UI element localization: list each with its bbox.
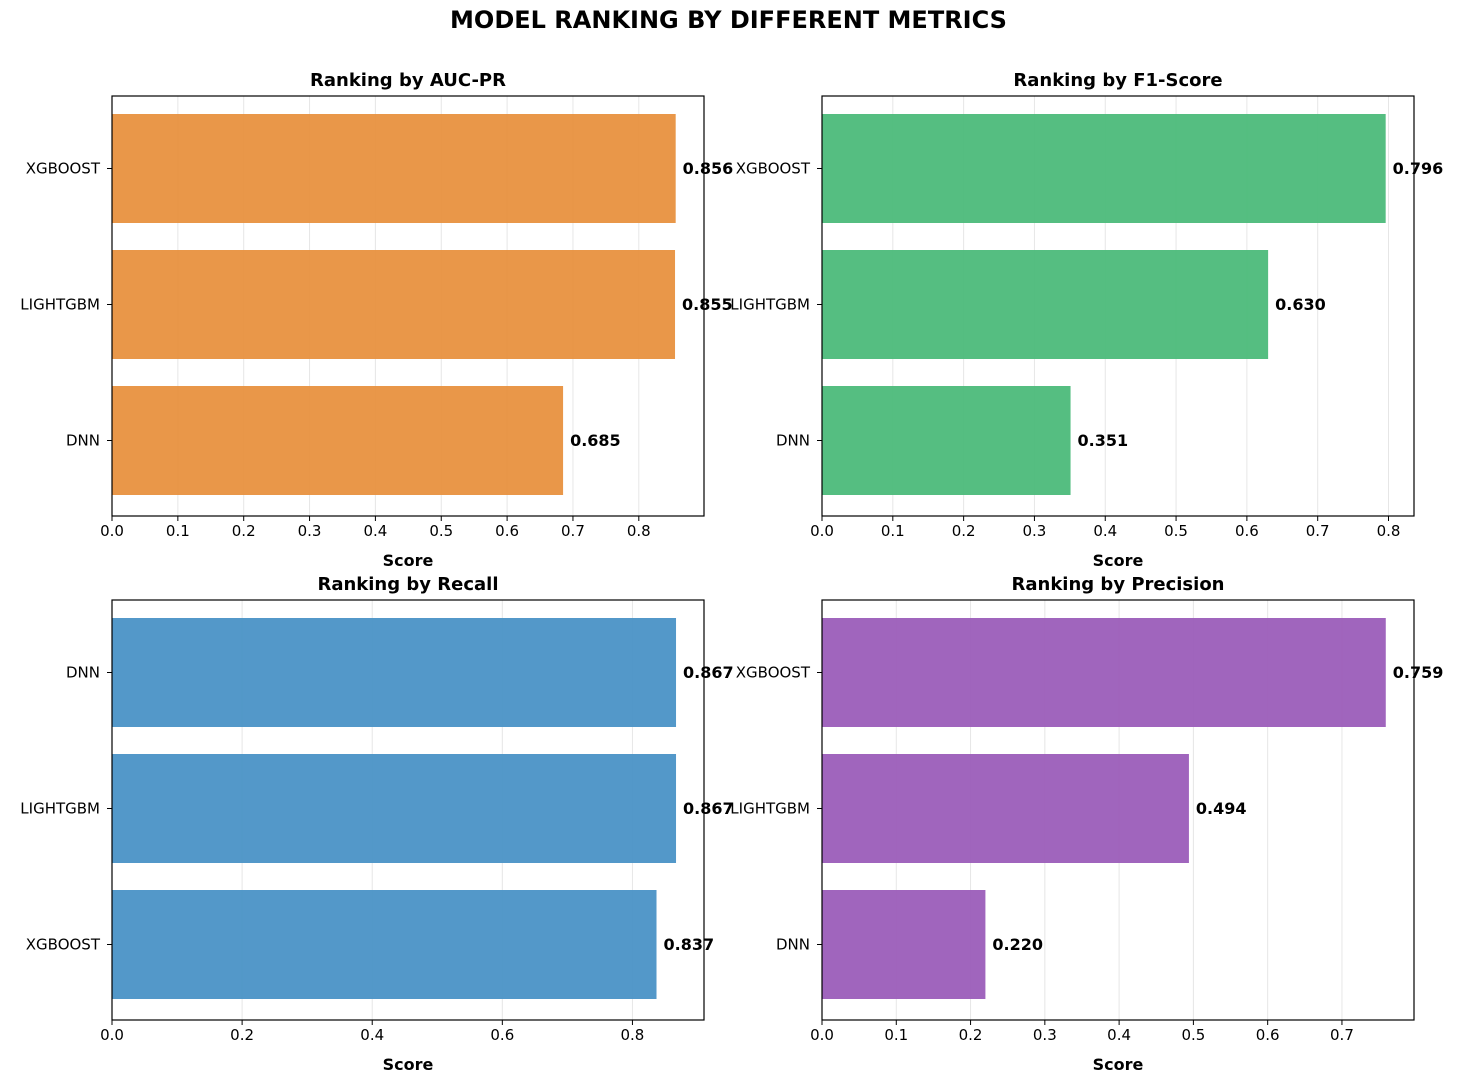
x-tick-label: 0.2 [952, 522, 976, 540]
x-tick-label: 0.8 [627, 522, 651, 540]
bar [112, 114, 676, 223]
x-tick-label: 0.3 [1023, 522, 1047, 540]
value-label: 0.796 [1393, 159, 1444, 178]
y-tick-label: XGBOOST [26, 160, 101, 178]
panel-title: Ranking by F1-Score [1013, 70, 1222, 91]
panel-title: Ranking by Recall [317, 574, 498, 595]
x-tick-label: 0.1 [166, 522, 190, 540]
x-tick-label: 0.5 [1181, 1026, 1205, 1044]
x-tick-label: 0.8 [621, 1026, 645, 1044]
x-tick-label: 0.0 [810, 522, 834, 540]
x-tick-label: 0.2 [959, 1026, 983, 1044]
chart-panel-1: 0.856 XGBOOST 0.855 LIGHTGBM 0.685 DNN 0.0 0.1 0… [20, 70, 733, 570]
value-label: 0.685 [570, 431, 621, 450]
bar [822, 618, 1386, 727]
bar [112, 618, 677, 727]
bar [822, 890, 986, 999]
x-axis-label: Score [383, 551, 434, 570]
x-tick-label: 0.5 [429, 522, 453, 540]
axes-frame [111, 599, 705, 1021]
value-label: 0.220 [992, 935, 1043, 954]
y-tick-label: LIGHTGBM [730, 800, 810, 818]
value-label: 0.630 [1275, 295, 1326, 314]
x-axis-label: Score [1093, 551, 1144, 570]
x-tick-label: 0.6 [1235, 522, 1259, 540]
axes-frame [821, 599, 1415, 1021]
x-tick-label: 0.3 [298, 522, 322, 540]
y-tick-label: XGBOOST [736, 160, 811, 178]
y-tick-label: LIGHTGBM [20, 296, 100, 314]
bar [112, 890, 657, 999]
value-label: 0.351 [1078, 431, 1129, 450]
x-tick-label: 0.6 [1256, 1026, 1280, 1044]
x-axis-label: Score [1093, 1055, 1144, 1074]
x-tick-label: 0.8 [1377, 522, 1401, 540]
bar [112, 754, 677, 863]
x-tick-label: 0.4 [1107, 1026, 1131, 1044]
y-tick-label: LIGHTGBM [20, 800, 100, 818]
x-tick-label: 0.7 [1330, 1026, 1354, 1044]
figure-title: MODEL RANKING BY DIFFERENT METRICS [450, 6, 1007, 34]
axes-frame [111, 95, 705, 517]
value-label: 0.867 [683, 799, 734, 818]
axes-frame [821, 95, 1415, 517]
x-tick-label: 0.2 [230, 1026, 254, 1044]
chart-panel-2: 0.796 XGBOOST 0.630 LIGHTGBM 0.351 DNN 0.0 0.1 0… [730, 70, 1443, 570]
x-tick-label: 0.1 [884, 1026, 908, 1044]
x-tick-label: 0.6 [495, 522, 519, 540]
y-tick-label: LIGHTGBM [730, 296, 810, 314]
bar [822, 754, 1189, 863]
panel-title: Ranking by AUC-PR [310, 70, 506, 91]
x-axis-label: Score [383, 1055, 434, 1074]
bar [112, 386, 564, 495]
y-tick-label: DNN [776, 432, 810, 450]
x-tick-label: 0.0 [810, 1026, 834, 1044]
bar [822, 114, 1386, 223]
x-tick-label: 0.7 [561, 522, 585, 540]
x-tick-label: 0.4 [363, 522, 387, 540]
value-label: 0.856 [683, 159, 734, 178]
x-tick-label: 0.0 [100, 1026, 124, 1044]
value-label: 0.867 [683, 663, 734, 682]
y-tick-label: XGBOOST [736, 664, 811, 682]
x-tick-label: 0.5 [1164, 522, 1188, 540]
panel-title: Ranking by Precision [1012, 574, 1225, 595]
y-tick-label: DNN [66, 432, 100, 450]
chart-panel-4: 0.759 XGBOOST 0.494 LIGHTGBM 0.220 DNN 0.0 0.1 0… [730, 574, 1443, 1074]
y-tick-label: DNN [66, 664, 100, 682]
bar [822, 386, 1071, 495]
value-label: 0.855 [682, 295, 733, 314]
y-tick-label: XGBOOST [26, 936, 101, 954]
x-tick-label: 0.0 [100, 522, 124, 540]
chart-panel-3: 0.867 DNN 0.867 LIGHTGBM 0.837 XGBOOST 0.0 0.2 0… [20, 574, 733, 1074]
y-tick-label: DNN [776, 936, 810, 954]
x-tick-label: 0.2 [232, 522, 256, 540]
x-tick-label: 0.6 [490, 1026, 514, 1044]
bar [822, 250, 1269, 359]
x-tick-label: 0.7 [1306, 522, 1330, 540]
x-tick-label: 0.3 [1033, 1026, 1057, 1044]
value-label: 0.494 [1196, 799, 1247, 818]
x-tick-label: 0.4 [1093, 522, 1117, 540]
value-label: 0.759 [1393, 663, 1444, 682]
bar [112, 250, 676, 359]
x-tick-label: 0.4 [360, 1026, 384, 1044]
value-label: 0.837 [664, 935, 715, 954]
x-tick-label: 0.1 [881, 522, 905, 540]
